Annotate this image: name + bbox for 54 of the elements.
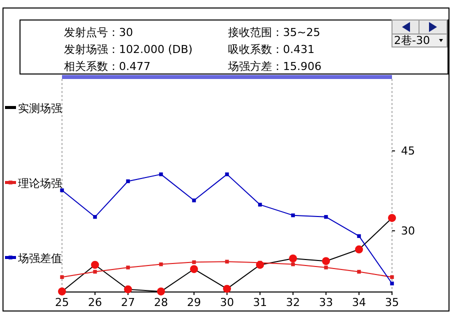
text: 接收范围：35~25 (228, 26, 320, 39)
text: 发射场强：102.000 (DB) (64, 43, 193, 56)
dropdown-field: 2巷-30 (392, 34, 448, 48)
text: 吸收系数：0.431 (228, 43, 314, 56)
point (256, 260, 264, 269)
point (291, 213, 295, 218)
point (324, 215, 328, 219)
text: 场强方差：15.906 (227, 60, 322, 73)
point (357, 234, 361, 238)
point (93, 270, 97, 274)
point (157, 287, 165, 296)
point (390, 275, 394, 279)
point (91, 260, 99, 269)
x-tick-label: 25 (55, 296, 69, 309)
point (60, 275, 64, 279)
x-tick-label: 30 (220, 296, 234, 309)
point (291, 262, 295, 266)
point (159, 172, 163, 176)
point (322, 257, 330, 266)
point (355, 245, 363, 254)
point (58, 287, 66, 296)
x-tick-label: 32 (286, 296, 300, 309)
point (390, 282, 394, 286)
point (357, 270, 361, 274)
point (60, 188, 64, 192)
x-tick-label: 29 (187, 296, 201, 309)
text: 相关系数：0.477 (64, 60, 150, 73)
point (289, 254, 297, 262)
x-tick-label: 26 (88, 296, 102, 309)
x-tick-label: 27 (121, 296, 135, 309)
legend-label: 理论场强 (18, 177, 62, 190)
point (126, 266, 130, 270)
x-tick-label: 28 (154, 296, 168, 309)
point (126, 179, 130, 184)
x-tick-label: 31 (253, 296, 267, 309)
point (388, 214, 396, 222)
point (190, 265, 198, 274)
x-tick-label: 35 (385, 296, 399, 309)
point (258, 202, 262, 207)
point (324, 266, 328, 270)
text: 发射点号：30 (64, 26, 133, 39)
point (192, 260, 196, 264)
x-tick-label: 33 (319, 296, 333, 309)
point (192, 198, 196, 202)
point (124, 285, 132, 294)
legend-label: 实测场强 (18, 102, 62, 115)
legend-label: 场强差值 (17, 252, 62, 265)
point (93, 215, 97, 219)
point (223, 284, 231, 293)
point (225, 260, 229, 264)
x-tick-label: 34 (352, 296, 366, 309)
point (225, 172, 229, 176)
y-tick-label: 45 (401, 144, 415, 158)
point (159, 262, 163, 266)
